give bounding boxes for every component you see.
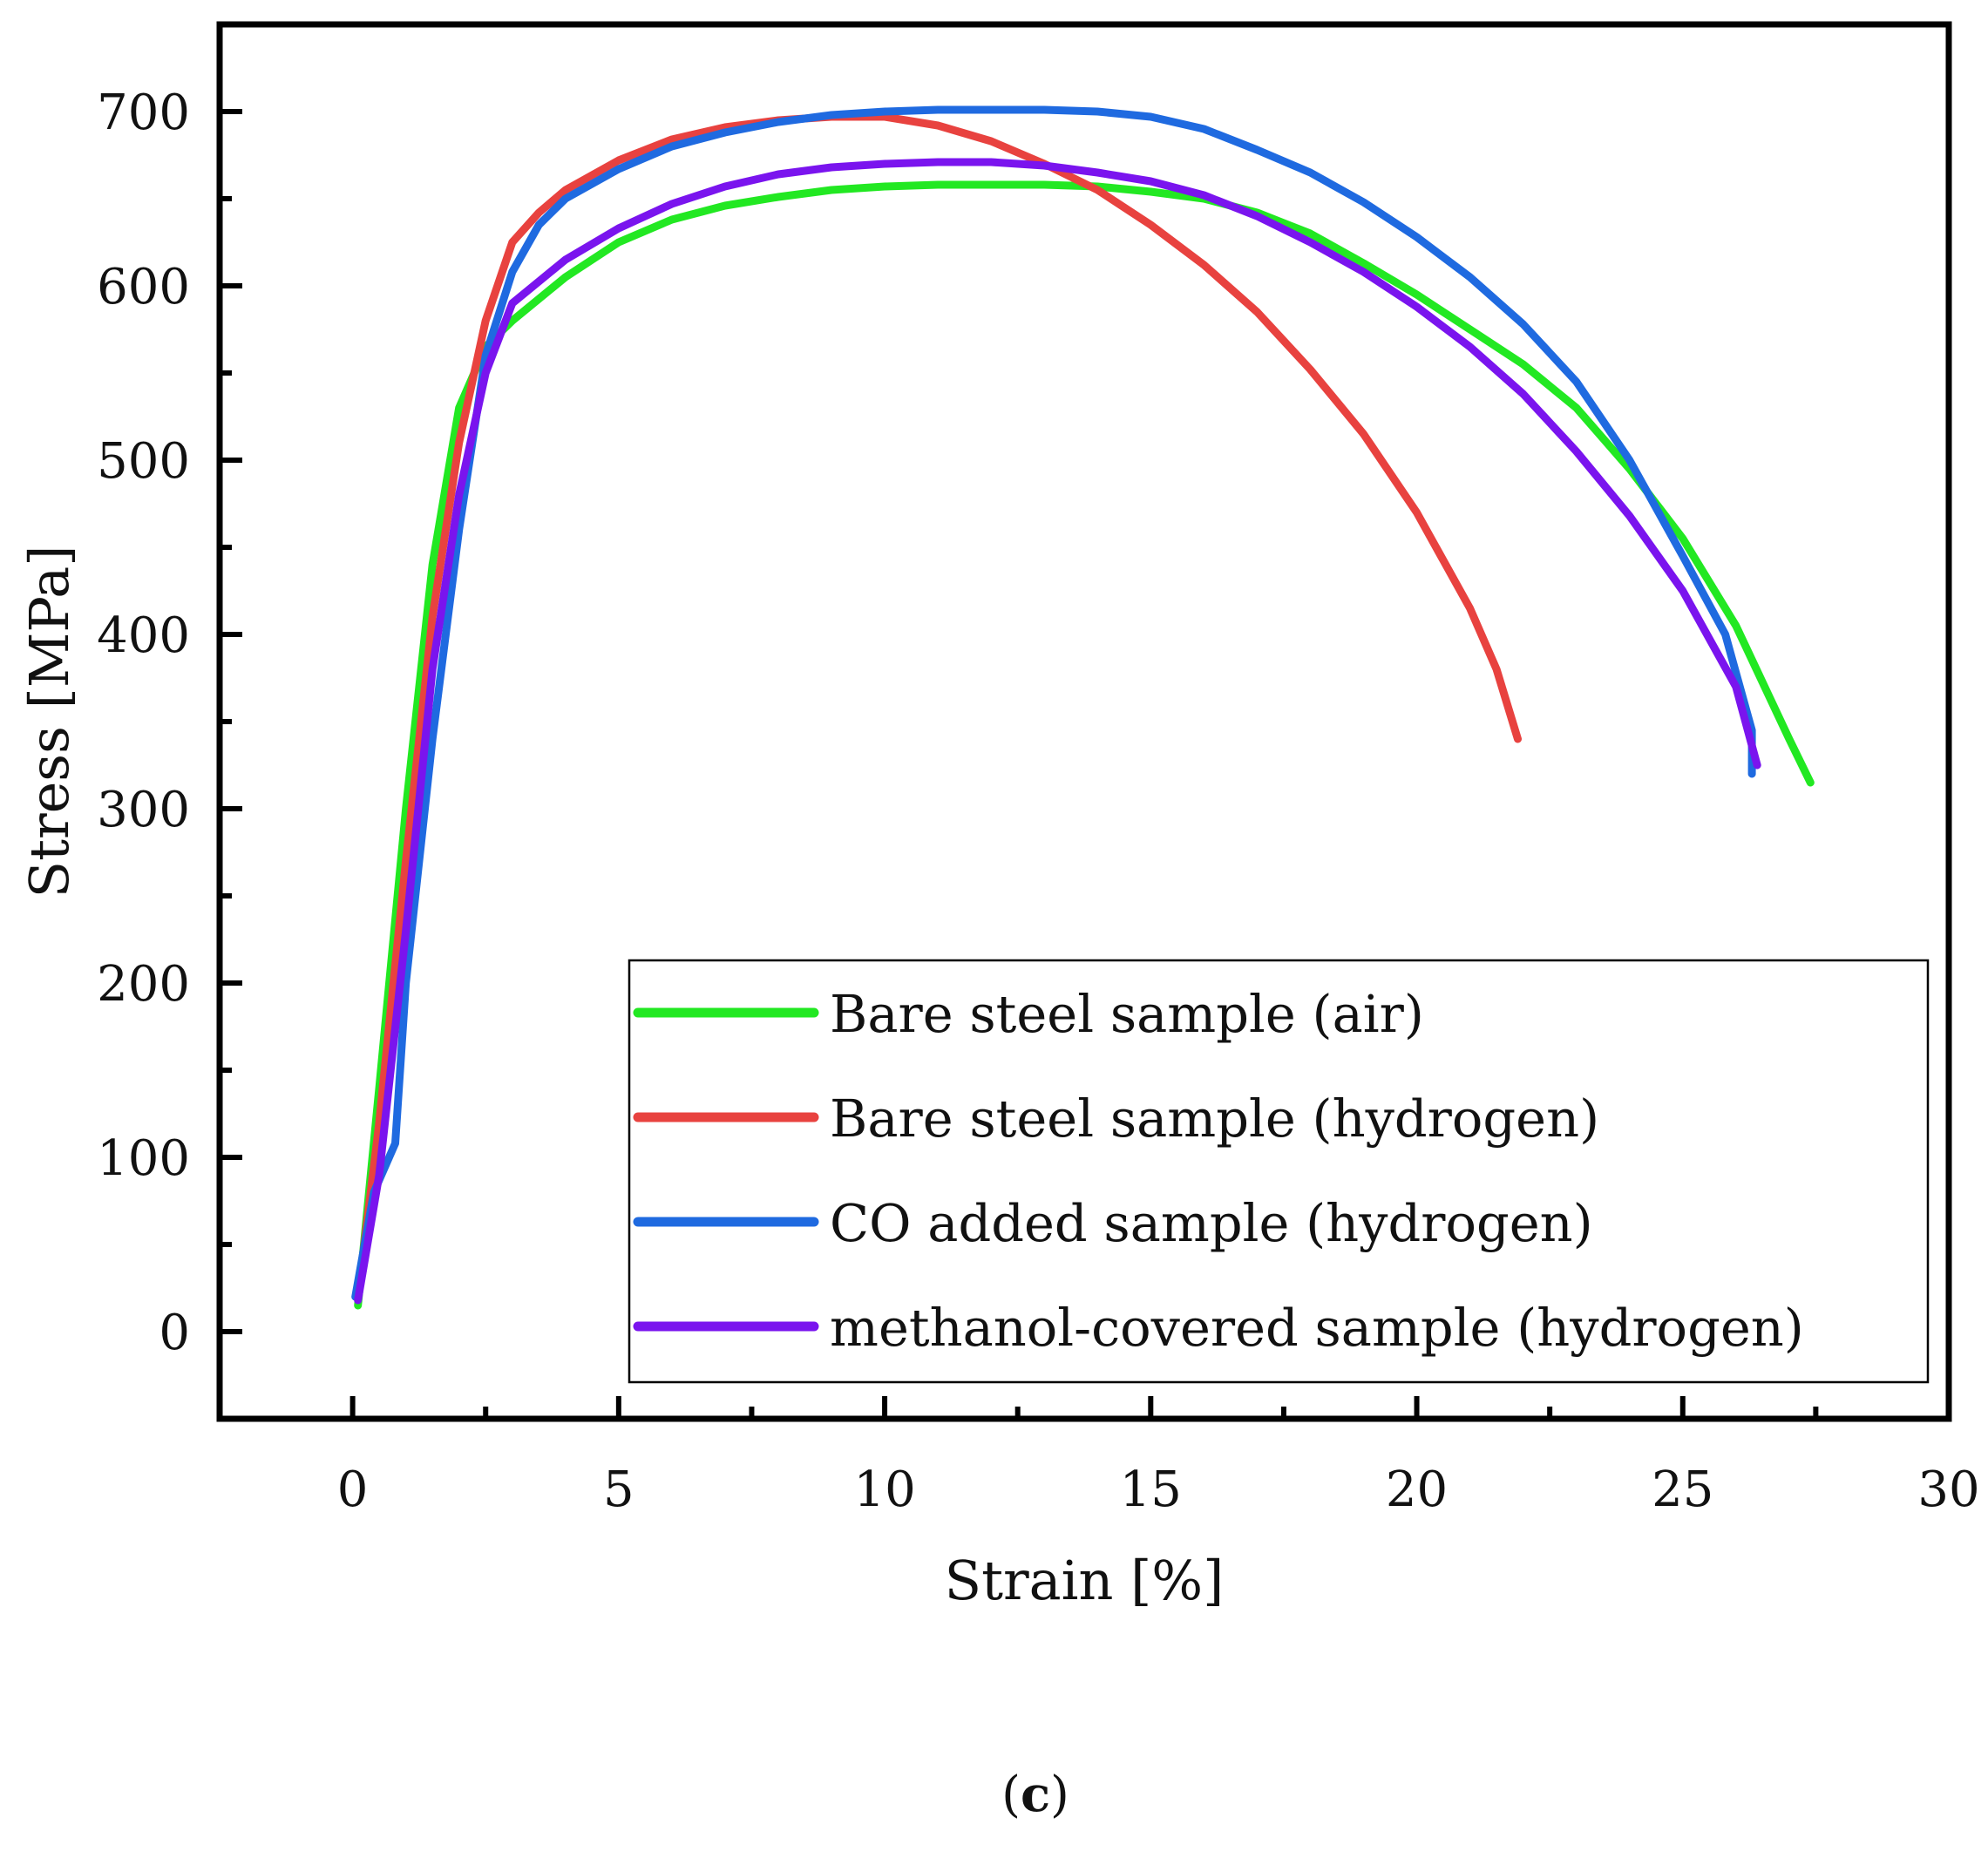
y-tick-label: 300: [97, 782, 190, 838]
x-axis-title: Strain [%]: [945, 1549, 1225, 1612]
y-tick-label: 600: [97, 259, 190, 315]
y-tick-label: 100: [97, 1130, 190, 1187]
x-tick-label: 25: [1652, 1461, 1713, 1518]
y-tick-label: 0: [159, 1305, 190, 1361]
x-tick-label: 5: [603, 1461, 634, 1518]
y-tick-label: 500: [97, 433, 190, 490]
legend-label-4: methanol-covered sample (hydrogen): [830, 1298, 1804, 1358]
x-tick-label: 20: [1386, 1461, 1448, 1518]
axis-ticks: [220, 109, 1951, 1419]
x-tick-label: 30: [1917, 1461, 1979, 1518]
y-tick-label: 200: [97, 956, 190, 1013]
legend-label-3: CO added sample (hydrogen): [830, 1193, 1593, 1253]
panel-label-open: (: [1001, 1766, 1021, 1823]
legend-label-1: Bare steel sample (air): [830, 984, 1424, 1044]
legend-box: [628, 959, 1930, 1384]
x-tick-label: 0: [337, 1461, 369, 1518]
legend: Bare steel sample (air) Bare steel sample…: [628, 959, 1930, 1384]
y-tick-label: 700: [97, 85, 190, 141]
panel-label-letter: c: [1021, 1766, 1050, 1823]
panel-label-close: ): [1050, 1766, 1069, 1823]
x-tick-label: 10: [853, 1461, 915, 1518]
series-layer: [351, 105, 1815, 1310]
y-tick-label: 400: [97, 607, 190, 664]
x-tick-label: 15: [1120, 1461, 1182, 1518]
series-line-4: [354, 158, 1761, 1305]
y-axis-title: Stress [MPa]: [17, 546, 81, 898]
panel-label: (c): [1001, 1766, 1069, 1823]
legend-label-2: Bare steel sample (hydrogen): [830, 1088, 1599, 1149]
